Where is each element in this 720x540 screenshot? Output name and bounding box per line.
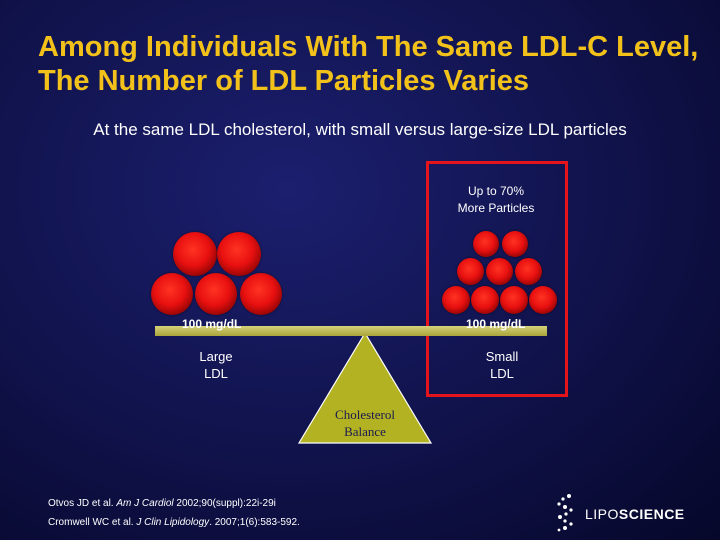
small-particle bbox=[500, 286, 528, 314]
highlight-box bbox=[426, 161, 568, 397]
slide-subtitle: At the same LDL cholesterol, with small … bbox=[93, 120, 627, 139]
large-particle bbox=[195, 273, 237, 315]
small-particle bbox=[473, 231, 499, 257]
fulcrum-triangle bbox=[297, 331, 433, 444]
callout-line-2: More Particles bbox=[457, 201, 535, 215]
balance-beam bbox=[155, 326, 547, 336]
small-particle bbox=[457, 258, 484, 285]
large-particle bbox=[151, 273, 193, 315]
dna-helix-icon bbox=[557, 494, 573, 532]
fulcrum-line-1: Cholesterol bbox=[335, 407, 395, 422]
large-ldl-line-2: LDL bbox=[204, 366, 228, 381]
liposcience-logo: LIPOSCIENCE bbox=[553, 492, 693, 532]
logo-text: LIPOSCIENCE bbox=[585, 506, 685, 522]
right-pan-label: 100 mg/dL bbox=[466, 317, 526, 331]
slide-title: Among Individuals With The Same LDL-C Le… bbox=[38, 31, 699, 97]
large-particle bbox=[240, 273, 282, 315]
left-pan-label: 100 mg/dL bbox=[182, 317, 242, 331]
large-ldl-line-1: Large bbox=[199, 349, 233, 364]
small-particle bbox=[442, 286, 470, 314]
small-particle bbox=[502, 231, 528, 257]
small-ldl-line-2: LDL bbox=[490, 366, 514, 381]
small-particle bbox=[486, 258, 513, 285]
large-particle bbox=[173, 232, 217, 276]
small-particle bbox=[515, 258, 542, 285]
reference-2: Cromwell WC et al. J Clin Lipidology. 20… bbox=[48, 517, 300, 528]
small-ldl-line-1: Small bbox=[485, 349, 519, 364]
fulcrum-line-2: Balance bbox=[344, 424, 386, 439]
callout-line-1: Up to 70% bbox=[467, 184, 525, 198]
particle-callout: Up to 70% More Particles bbox=[440, 183, 552, 217]
large-ldl-label: Large LDL bbox=[188, 348, 244, 382]
fulcrum-label: Cholesterol Balance bbox=[318, 406, 412, 440]
reference-1: Otvos JD et al. Am J Cardiol 2002;90(sup… bbox=[48, 498, 276, 509]
large-particle bbox=[217, 232, 261, 276]
references: Otvos JD et al. Am J Cardiol 2002;90(sup… bbox=[48, 494, 300, 532]
small-particle bbox=[471, 286, 499, 314]
small-particle bbox=[529, 286, 557, 314]
small-ldl-label: Small LDL bbox=[474, 348, 530, 382]
